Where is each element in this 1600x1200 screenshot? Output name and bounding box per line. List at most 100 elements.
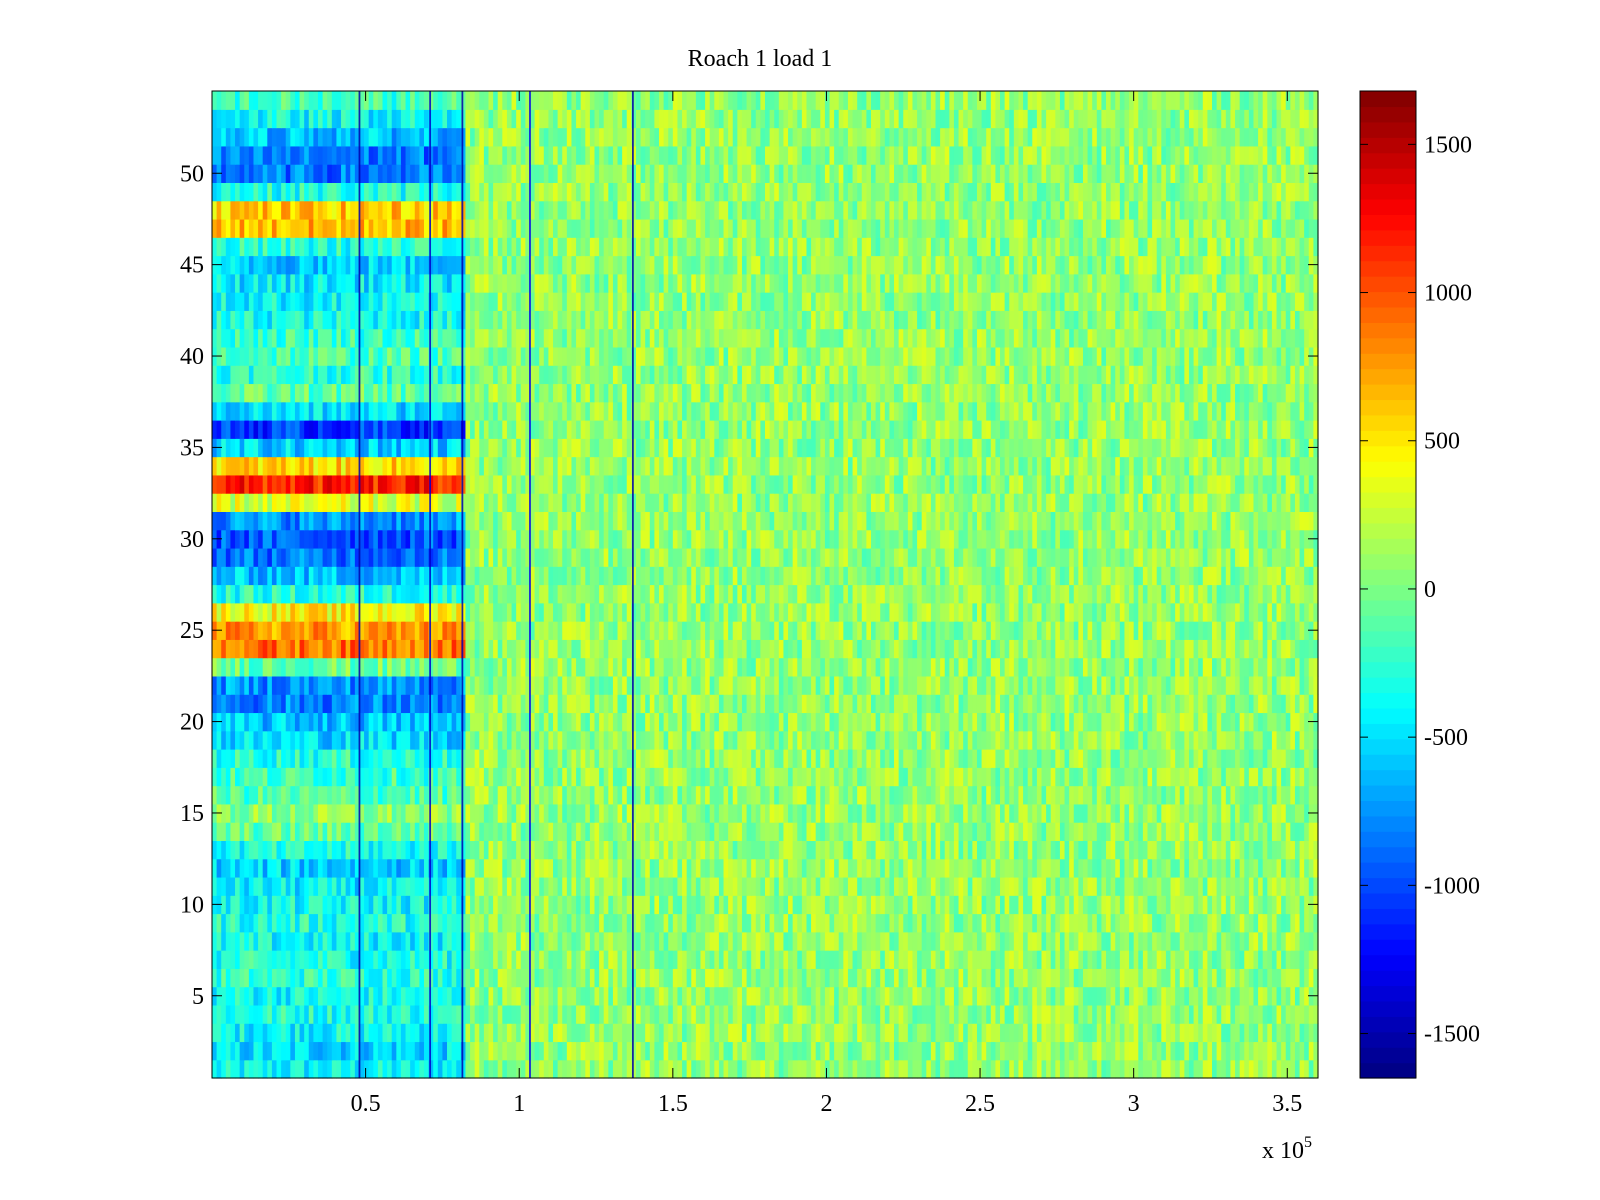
heatmap-cell: [829, 1004, 835, 1024]
heatmap-cell: [1212, 1023, 1218, 1043]
heatmap-cell: [1193, 840, 1199, 860]
heatmap-cell: [488, 730, 494, 750]
heatmap-cell: [677, 858, 683, 878]
heatmap-cell: [622, 968, 628, 988]
heatmap-cell: [267, 968, 273, 988]
heatmap-cell: [898, 767, 904, 787]
heatmap-cell: [1119, 931, 1126, 951]
heatmap-cell: [1235, 968, 1241, 988]
heatmap-cell: [834, 712, 840, 732]
heatmap-cell: [815, 694, 821, 714]
heatmap-cell: [608, 822, 614, 841]
heatmap-cell: [765, 986, 771, 1006]
heatmap-cell: [1041, 858, 1047, 878]
heatmap-cell: [986, 986, 992, 1006]
heatmap-cell: [470, 785, 476, 805]
heatmap-cell: [622, 858, 628, 878]
heatmap-cell: [1092, 1041, 1098, 1061]
heatmap-cell: [1055, 712, 1061, 732]
heatmap-cell: [230, 840, 236, 860]
heatmap-cell: [580, 913, 586, 933]
heatmap-cell: [317, 895, 324, 915]
heatmap-cell: [852, 913, 858, 933]
heatmap-cell: [1004, 950, 1010, 969]
heatmap-cell: [373, 822, 379, 841]
heatmap-cell: [1152, 950, 1158, 969]
heatmap-cell: [502, 840, 508, 860]
heatmap-cell: [317, 1023, 324, 1043]
heatmap-cell: [262, 1004, 268, 1024]
heatmap-cell: [483, 1023, 490, 1043]
heatmap-cell: [728, 1059, 734, 1079]
heatmap-cell: [631, 767, 637, 787]
heatmap-cell: [1064, 785, 1070, 805]
heatmap-cell: [626, 694, 632, 714]
heatmap-cell: [686, 858, 692, 878]
heatmap-cell: [1147, 749, 1153, 768]
heatmap-cell: [368, 749, 374, 768]
heatmap-cell: [986, 822, 992, 841]
heatmap-cell: [258, 803, 264, 823]
heatmap-cell: [709, 968, 715, 988]
heatmap-cell: [258, 950, 264, 969]
heatmap-cell: [695, 1023, 702, 1043]
heatmap-cell: [949, 1023, 955, 1043]
heatmap-cell: [714, 712, 720, 732]
heatmap-cell: [557, 895, 563, 915]
heatmap-cell: [585, 876, 591, 896]
heatmap-cell: [451, 1059, 457, 1079]
heatmap-cell: [659, 749, 665, 768]
heatmap-cell: [511, 785, 517, 805]
heatmap-cell: [1216, 895, 1222, 915]
heatmap-cell: [400, 876, 407, 896]
heatmap-cell: [396, 840, 402, 860]
heatmap-cell: [1064, 913, 1070, 933]
heatmap-cell: [774, 950, 780, 969]
heatmap-cell: [986, 968, 992, 988]
heatmap-cell: [1101, 694, 1107, 714]
heatmap-cell: [861, 1023, 867, 1043]
heatmap-cell: [423, 1041, 430, 1061]
heatmap-cell: [1142, 931, 1149, 951]
heatmap-cell: [235, 749, 241, 768]
heatmap-cell: [705, 1004, 711, 1024]
heatmap-cell: [345, 730, 351, 750]
heatmap-cell: [1248, 803, 1255, 823]
heatmap-cell: [820, 931, 826, 951]
heatmap-cell: [594, 803, 600, 823]
heatmap-cell: [294, 785, 301, 805]
heatmap-cell: [1138, 858, 1144, 878]
heatmap-cell: [428, 840, 434, 860]
heatmap-cell: [336, 767, 342, 787]
heatmap-cell: [350, 712, 356, 732]
heatmap-cell: [1258, 1059, 1264, 1079]
heatmap-cell: [857, 895, 863, 915]
heatmap-cell: [248, 1023, 255, 1043]
heatmap-cell: [1147, 986, 1153, 1006]
heatmap-cell: [345, 895, 351, 915]
heatmap-cell: [626, 767, 632, 787]
heatmap-cell: [497, 913, 503, 933]
heatmap-cell: [976, 1041, 983, 1061]
heatmap-cell: [1032, 822, 1038, 841]
heatmap-cell: [1221, 840, 1227, 860]
heatmap-cell: [539, 986, 545, 1006]
heatmap-cell: [553, 1004, 559, 1024]
heatmap-cell: [815, 968, 821, 988]
heatmap-cell: [944, 694, 950, 714]
heatmap-cell: [1258, 712, 1264, 732]
heatmap-cell: [1276, 858, 1282, 878]
heatmap-cell: [520, 950, 526, 969]
heatmap-cell: [1046, 767, 1052, 787]
heatmap-cell: [843, 858, 849, 878]
heatmap-cell: [410, 968, 416, 988]
heatmap-cell: [953, 767, 960, 787]
heatmap-cell: [1078, 1004, 1084, 1024]
heatmap-cell: [1087, 931, 1093, 951]
heatmap-cell: [377, 1023, 384, 1043]
heatmap-cell: [1096, 730, 1103, 750]
heatmap-cell: [866, 1041, 872, 1061]
heatmap-cell: [1133, 986, 1139, 1006]
heatmap-cell: [797, 1059, 803, 1079]
heatmap-cell: [1262, 986, 1268, 1006]
